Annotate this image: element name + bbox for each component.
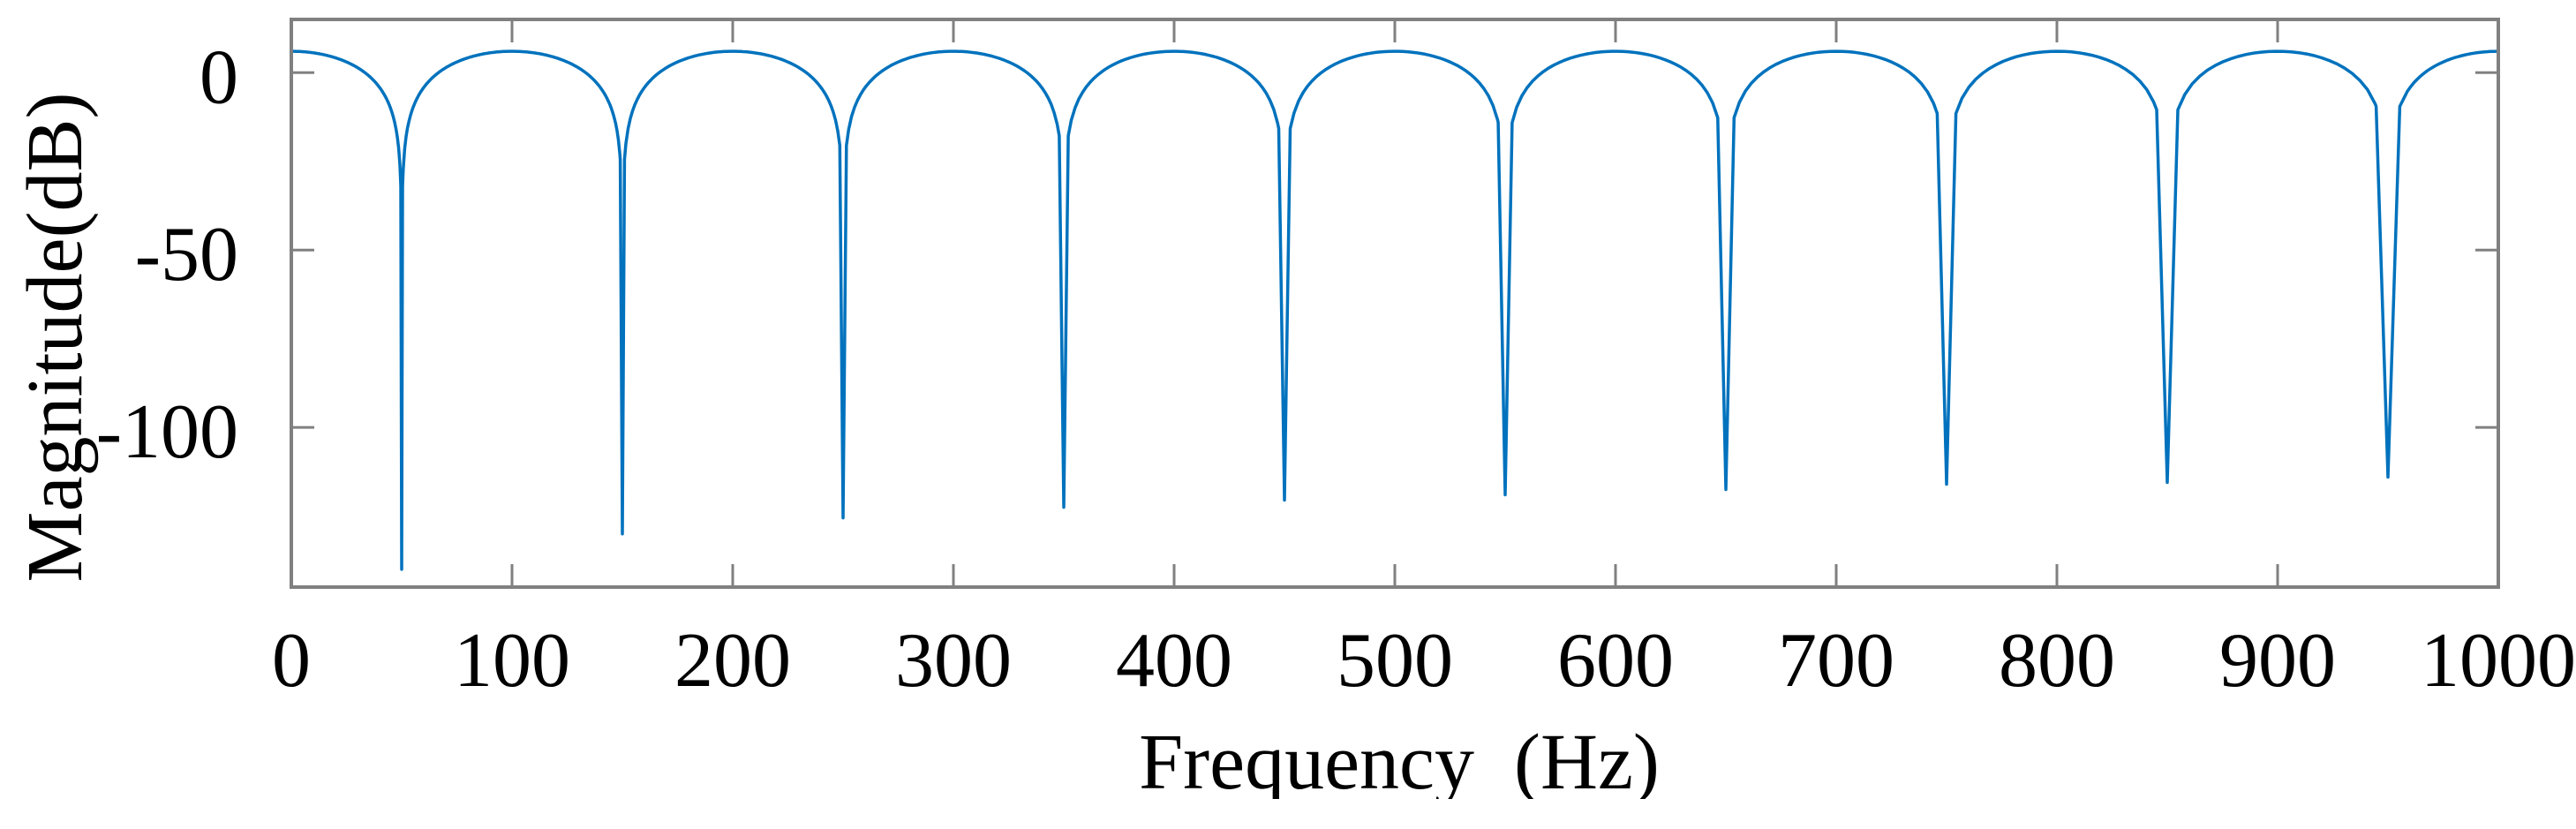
x-tick-label: 400 — [1116, 618, 1232, 704]
x-axis-ticks: 0 100 200 300 400 500 600 700 800 900 1000 — [272, 19, 2576, 704]
x-tick-label: 800 — [1999, 618, 2115, 704]
x-tick-label: 500 — [1337, 618, 1453, 704]
x-tick-label: 0 — [272, 618, 311, 704]
x-tick-label: 100 — [454, 618, 570, 704]
y-tick-label: 0 — [200, 34, 238, 120]
y-axis-label: Magnitude(dB) — [11, 93, 99, 583]
x-tick-label: 900 — [2219, 618, 2336, 704]
plot-area — [290, 49, 2499, 571]
y-tick-label: -50 — [135, 212, 238, 298]
y-tick-label: -100 — [96, 389, 238, 475]
x-tick-label: 1000 — [2421, 618, 2576, 704]
x-axis-label: Frequency (Hz) — [1139, 719, 1660, 806]
x-tick-label: 200 — [674, 618, 791, 704]
magnitude-curve — [290, 49, 2499, 571]
x-tick-label: 300 — [895, 618, 1012, 704]
y-axis-ticks: 0 -50 -100 — [96, 34, 2498, 475]
x-tick-label: 700 — [1778, 618, 1894, 704]
bottom-clip-mask — [0, 799, 2576, 829]
x-tick-label: 600 — [1557, 618, 1674, 704]
